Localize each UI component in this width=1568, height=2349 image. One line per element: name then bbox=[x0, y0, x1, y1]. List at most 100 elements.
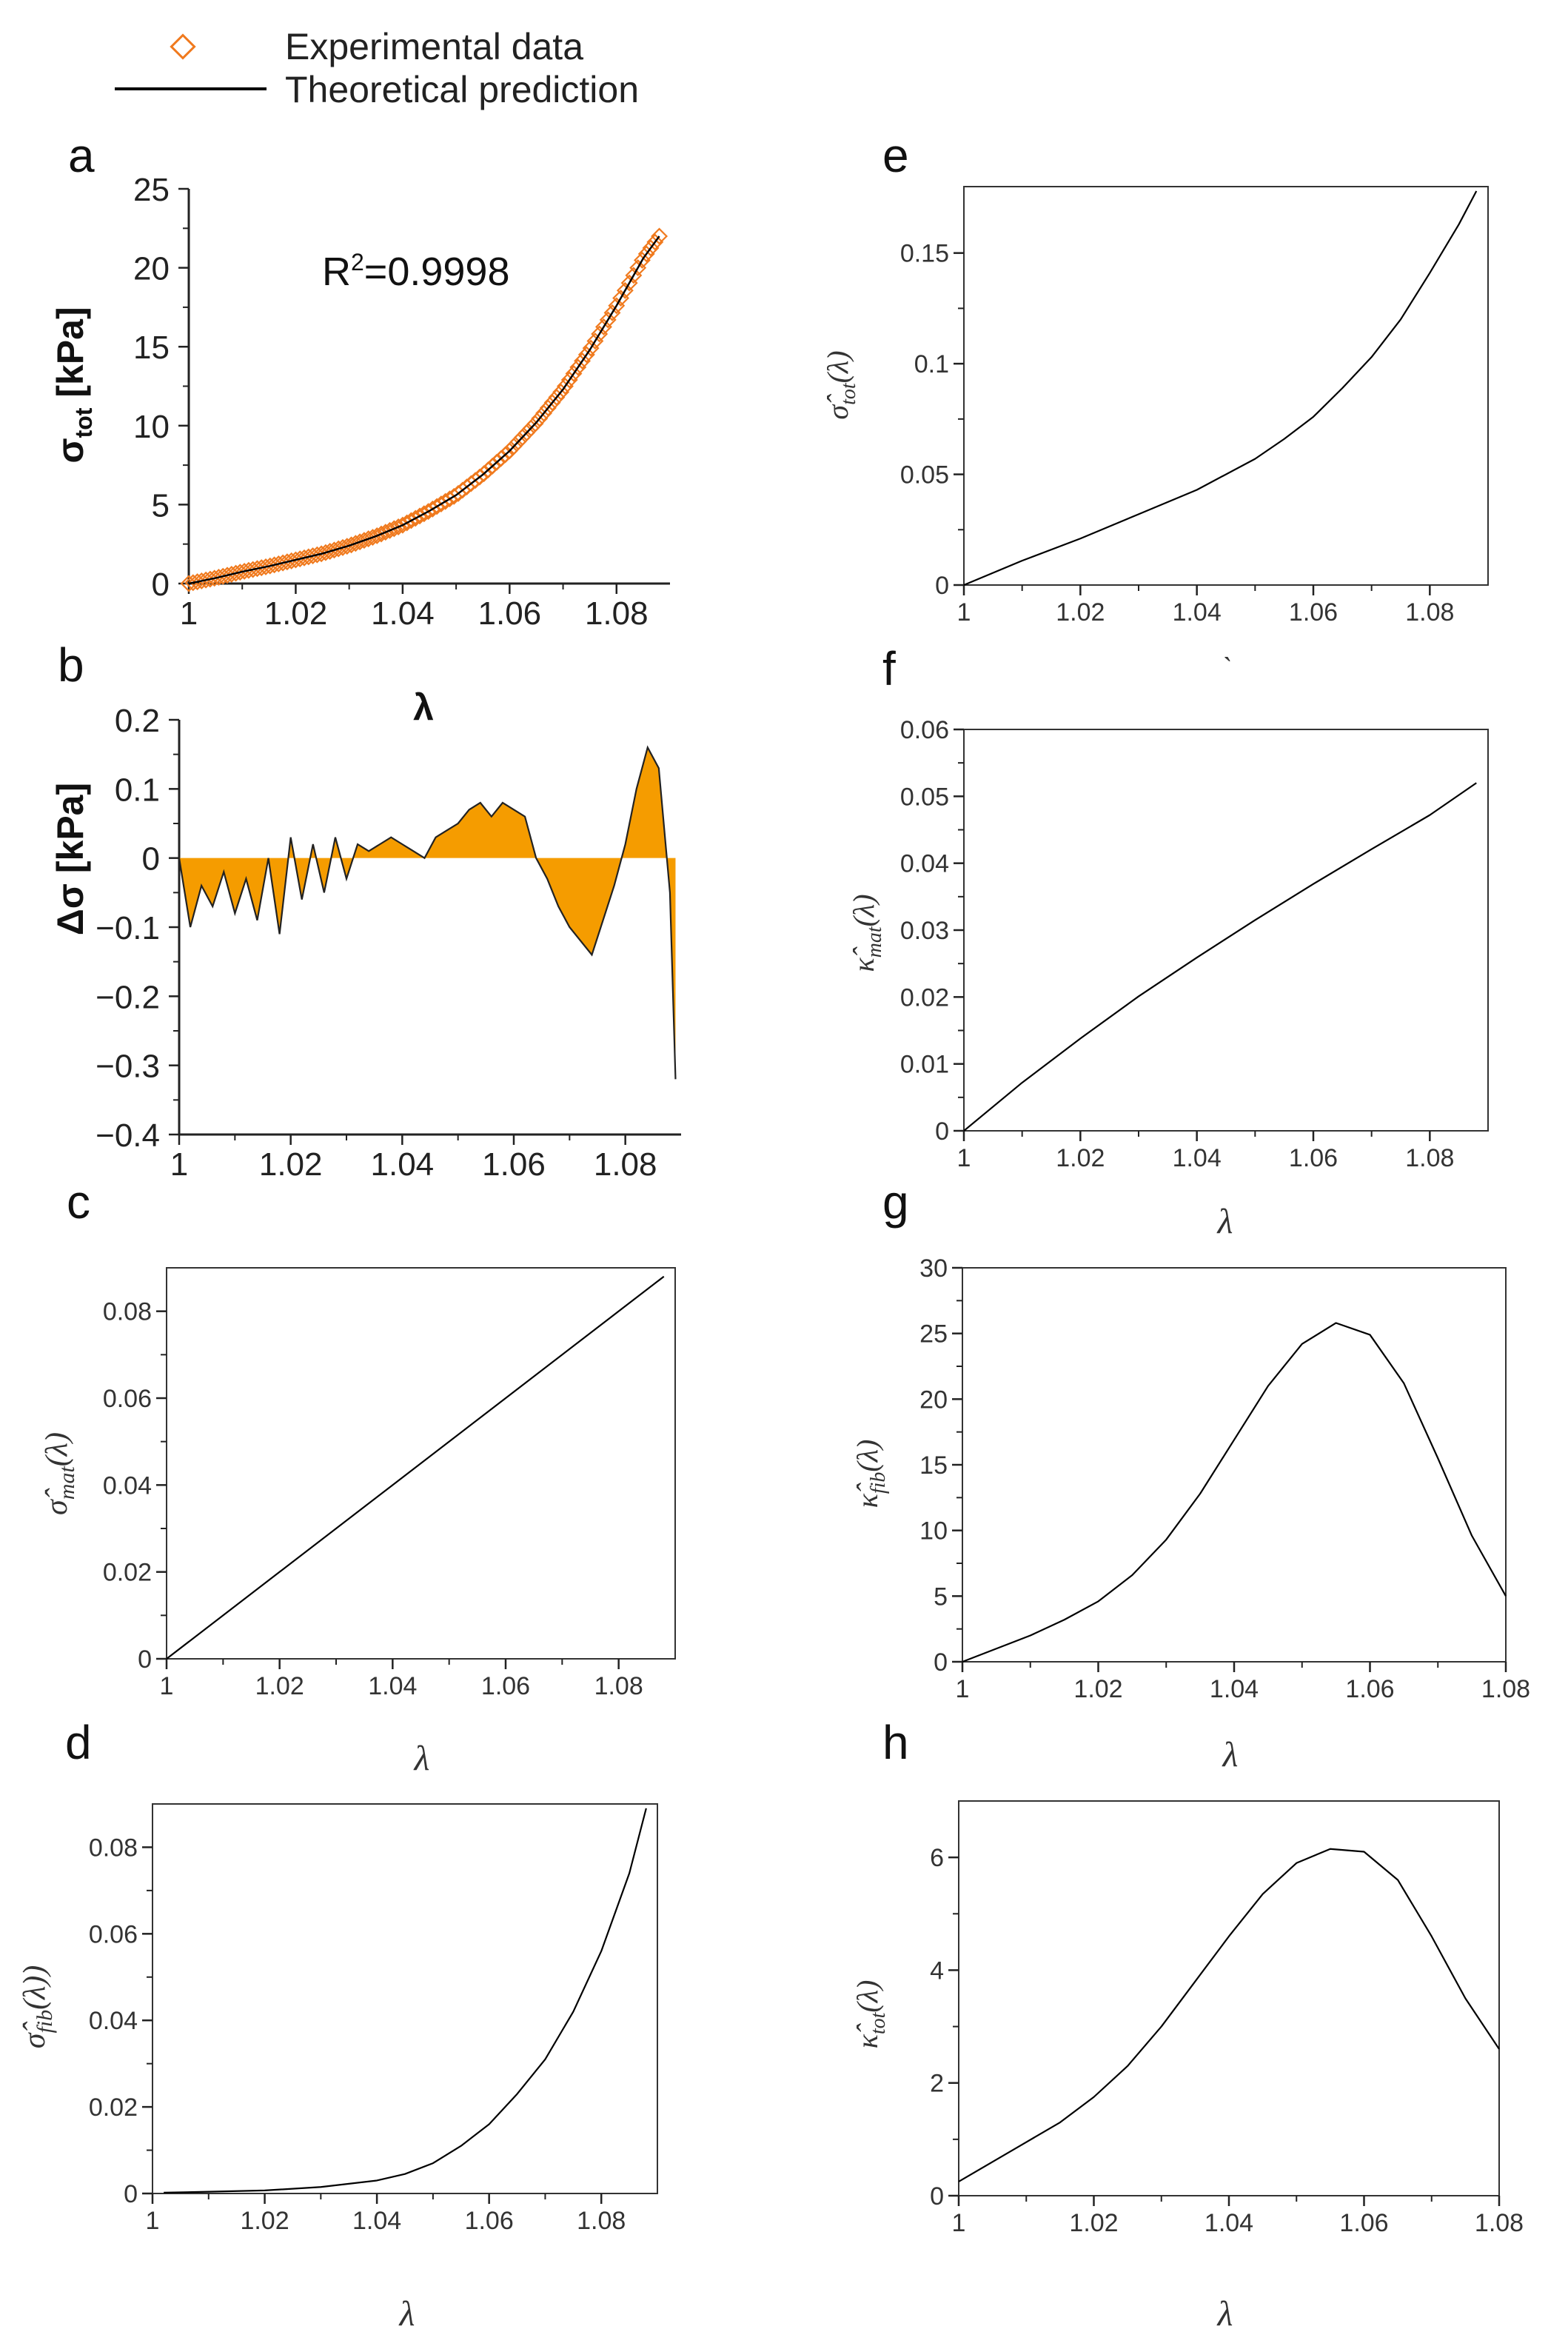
panel-f-xtick-label: 1.06 bbox=[1289, 1144, 1338, 1172]
panel-h-xtick-label: 1.06 bbox=[1339, 2209, 1388, 2237]
panel-g-xtick-label: 1.02 bbox=[1073, 1675, 1122, 1703]
panel-e-ylabel: σ̂tot(λ) bbox=[821, 350, 860, 419]
experimental-point bbox=[633, 251, 651, 269]
experimental-point bbox=[599, 311, 617, 329]
panel-e-ytick-label: 0.05 bbox=[900, 461, 949, 489]
panel-a-chart: R2=0.9998 σtot [kPa] λ 0 5 10 15 20 25 1 1.02 1.… bbox=[50, 172, 670, 728]
panel-a-xtick-label: 1.06 bbox=[478, 595, 542, 632]
theoretical-line bbox=[188, 235, 660, 585]
panel-f-ytick-label: 0.02 bbox=[900, 983, 949, 1012]
panel-f-ytick-label: 0.05 bbox=[900, 783, 949, 811]
panel-g-ytick-label: 5 bbox=[934, 1583, 948, 1611]
panel-e-xtick-label: 1.06 bbox=[1289, 598, 1338, 626]
panel-a-xtick-label: 1 bbox=[180, 595, 198, 632]
panel-h-xtick-label: 1 bbox=[952, 2209, 966, 2237]
experimental-point bbox=[368, 527, 386, 544]
panel-b-ytick-label: −0.1 bbox=[96, 910, 160, 946]
panel-f-ytick-label: 0 bbox=[935, 1117, 949, 1146]
panel-b-ytick-label: 0.1 bbox=[115, 772, 160, 808]
panel-letter-d: d bbox=[65, 1716, 92, 1769]
panel-a-ytick-label: 0 bbox=[152, 567, 170, 603]
experimental-point bbox=[346, 535, 364, 552]
experimental-point bbox=[608, 297, 626, 315]
panel-h-ylabel: κ̂tot(λ) bbox=[851, 1980, 890, 2049]
panel-a-ytick-label: 25 bbox=[133, 172, 170, 208]
panel-e-chart: σ̂tot(λ) ` 0 0.05 0.1 0.15 1 1.02 1.04 1.06 1.08 bbox=[821, 186, 1489, 684]
experimental-point bbox=[381, 521, 399, 539]
panel-b-xtick-label: 1.04 bbox=[371, 1146, 435, 1183]
panel-b-ytick-label: −0.2 bbox=[96, 979, 160, 1015]
panel-a-ytick-label: 5 bbox=[152, 487, 170, 524]
panel-c-frame bbox=[166, 1267, 676, 1660]
residual-area bbox=[179, 747, 676, 1080]
panel-b-xtick-label: 1.08 bbox=[594, 1146, 657, 1183]
panel-d-xtick-label: 1 bbox=[146, 2207, 160, 2235]
panel-g-ytick-label: 20 bbox=[919, 1386, 948, 1414]
panel-e-xlabel: ` bbox=[1220, 651, 1230, 684]
experimental-point bbox=[343, 536, 361, 554]
experimental-point bbox=[372, 525, 390, 543]
experimental-point bbox=[325, 541, 343, 559]
panel-e-xtick-label: 1.08 bbox=[1405, 598, 1454, 626]
panel-c-ylabel: σ̂mat(λ) bbox=[40, 1432, 79, 1515]
panel-e-series-line bbox=[963, 190, 1478, 587]
panel-letter-g: g bbox=[882, 1175, 909, 1229]
experimental-point bbox=[591, 325, 609, 343]
panel-e-ytick-label: 0.15 bbox=[900, 240, 949, 268]
panel-b-ytick-label: −0.4 bbox=[96, 1117, 160, 1154]
panel-letter-f: f bbox=[882, 642, 896, 695]
legend-diamond-marker bbox=[170, 33, 196, 60]
panel-b-ytick-label: −0.3 bbox=[96, 1049, 160, 1085]
panel-c-xtick-label: 1.08 bbox=[594, 1672, 643, 1700]
experimental-point bbox=[625, 267, 643, 284]
experimental-point bbox=[355, 532, 373, 549]
panel-d-ytick-label: 0.02 bbox=[89, 2094, 138, 2122]
panel-e-xtick-label: 1.04 bbox=[1173, 598, 1222, 626]
panel-e-xtick-label: 1.02 bbox=[1056, 598, 1105, 626]
panel-d-xlabel: λ bbox=[398, 2294, 415, 2333]
panel-e-ytick-label: 0 bbox=[935, 572, 949, 600]
legend: Experimental data Theoretical prediction bbox=[115, 26, 639, 110]
panel-d-chart: σ̂fib(λ)) λ 0 0.02 0.04 0.06 0.08 1 1.02 1.04 1.… bbox=[18, 1803, 658, 2333]
panel-c-xlabel: λ bbox=[413, 1739, 430, 1778]
panel-h-ytick-label: 2 bbox=[930, 2070, 944, 2098]
panel-b-xtick-label: 1.06 bbox=[482, 1146, 546, 1183]
panel-d-ytick-label: 0 bbox=[124, 2180, 138, 2208]
experimental-point bbox=[560, 371, 578, 389]
panel-letter-e: e bbox=[882, 129, 909, 182]
panel-c-xtick-label: 1.06 bbox=[481, 1672, 530, 1700]
panel-g-series-line bbox=[962, 1322, 1507, 1663]
panel-f-series-line bbox=[963, 782, 1477, 1132]
experimental-point bbox=[317, 544, 335, 561]
experimental-point bbox=[620, 274, 638, 292]
panel-f-xtick-label: 1 bbox=[957, 1144, 971, 1172]
panel-d-ytick-label: 0.06 bbox=[89, 1920, 138, 1948]
panel-d-ylabel: σ̂fib(λ)) bbox=[18, 1965, 57, 2049]
experimental-point bbox=[360, 530, 378, 548]
panel-d-frame bbox=[152, 1803, 658, 2194]
panel-g-ytick-label: 25 bbox=[919, 1320, 948, 1349]
panel-h-xlabel: λ bbox=[1216, 2294, 1233, 2333]
experimental-point bbox=[629, 259, 647, 277]
panel-f-xtick-label: 1.02 bbox=[1056, 1144, 1105, 1172]
residual-line bbox=[178, 745, 677, 1080]
experimental-point bbox=[594, 318, 612, 335]
panel-g-ytick-label: 30 bbox=[919, 1254, 948, 1283]
experimental-point bbox=[612, 290, 630, 307]
panel-h-ytick-label: 0 bbox=[930, 2182, 944, 2211]
panel-g-xtick-label: 1.06 bbox=[1345, 1675, 1394, 1703]
panel-f-frame bbox=[963, 729, 1489, 1132]
panel-a-ylabel: σtot [kPa] bbox=[50, 307, 97, 463]
panel-a-xlabel: λ bbox=[413, 686, 434, 728]
experimental-point bbox=[334, 538, 352, 556]
panel-f-ytick-label: 0.03 bbox=[900, 917, 949, 945]
panel-a-ytick-label: 20 bbox=[133, 251, 170, 287]
experimental-point bbox=[569, 358, 587, 376]
panel-letter-c: c bbox=[67, 1175, 90, 1229]
panel-c-ytick-label: 0.08 bbox=[103, 1298, 152, 1326]
experimental-point bbox=[385, 520, 403, 538]
panel-c-xtick-label: 1.02 bbox=[255, 1672, 304, 1700]
legend-theoretical-label: Theoretical prediction bbox=[285, 69, 639, 110]
panel-c-chart: σ̂mat(λ) λ 0 0.02 0.04 0.06 0.08 1 1.02 1.04 1.0… bbox=[40, 1267, 676, 1778]
panel-h-series-line bbox=[958, 1848, 1500, 2182]
